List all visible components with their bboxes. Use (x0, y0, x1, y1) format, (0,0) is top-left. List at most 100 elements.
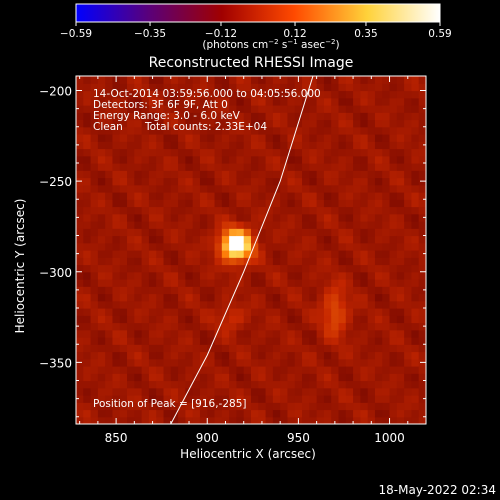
heatmap-pixel (97, 148, 106, 157)
heatmap-pixel (323, 177, 332, 186)
heatmap-pixel (331, 337, 340, 345)
heatmap-pixel (309, 416, 318, 424)
heatmap-pixel (331, 387, 340, 396)
heatmap-pixel (207, 213, 216, 222)
heatmap-pixel (192, 177, 201, 186)
heatmap-pixel (207, 329, 216, 338)
heatmap-pixel (287, 395, 296, 403)
heatmap-pixel (178, 395, 186, 403)
heatmap-pixel (229, 76, 238, 84)
heatmap-pixel (127, 366, 135, 374)
heatmap-pixel (134, 192, 143, 200)
heatmap-pixel (287, 351, 296, 360)
heatmap-pixel (236, 315, 245, 324)
heatmap-pixel (105, 228, 114, 237)
heatmap-pixel (265, 395, 274, 403)
heatmap-pixel (105, 337, 114, 345)
heatmap-pixel (156, 155, 165, 164)
heatmap-pixel (236, 177, 245, 186)
heatmap-pixel (309, 337, 318, 345)
heatmap-pixel (236, 387, 245, 396)
heatmap-pixel (404, 271, 413, 280)
heatmap-pixel (360, 380, 369, 389)
heatmap-pixel (148, 351, 157, 360)
heatmap-pixel (265, 83, 274, 92)
heatmap-pixel (207, 119, 216, 128)
heatmap-pixel (199, 279, 208, 287)
heatmap-pixel (163, 148, 172, 157)
heatmap-pixel (192, 373, 201, 382)
heatmap-pixel (309, 293, 318, 302)
heatmap-pixel (360, 293, 369, 302)
heatmap-pixel (185, 366, 194, 374)
heatmap-pixel (374, 141, 383, 150)
heatmap-pixel (192, 366, 201, 374)
heatmap-pixel (112, 373, 121, 382)
heatmap-pixel (127, 250, 135, 258)
heatmap-pixel (148, 366, 157, 374)
heatmap-pixel (221, 416, 230, 424)
heatmap-pixel (192, 76, 201, 84)
heatmap-pixel (221, 184, 230, 193)
heatmap-pixel (127, 315, 135, 324)
heatmap-pixel (112, 308, 121, 316)
heatmap-pixel (127, 192, 135, 200)
heatmap-pixel (272, 387, 281, 396)
heatmap-pixel (294, 221, 303, 229)
heatmap-pixel (229, 83, 238, 92)
heatmap-pixel (83, 366, 92, 374)
heatmap-pixel (127, 351, 135, 360)
heatmap-pixel (258, 213, 267, 222)
heatmap-pixel (396, 329, 405, 338)
heatmap-pixel (331, 97, 340, 106)
heatmap-pixel (112, 126, 121, 135)
heatmap-pixel (294, 235, 303, 244)
heatmap-pixel (207, 308, 216, 316)
heatmap-pixel (156, 366, 165, 374)
heatmap-pixel (178, 119, 186, 128)
heatmap-pixel (170, 271, 179, 280)
heatmap-pixel (236, 228, 245, 237)
heatmap-pixel (411, 380, 420, 389)
heatmap-pixel (192, 83, 201, 92)
heatmap-pixel (178, 170, 186, 179)
heatmap-pixel (90, 373, 99, 382)
heatmap-pixel (134, 279, 143, 287)
heatmap-pixel (236, 83, 245, 92)
heatmap-pixel (97, 293, 106, 302)
heatmap-pixel (345, 271, 354, 280)
heatmap-pixel (178, 213, 186, 222)
heatmap-pixel (411, 279, 420, 287)
heatmap-pixel (97, 250, 106, 258)
heatmap-pixel (345, 373, 354, 382)
annotation-detectors: Detectors: 3F 6F 9F, Att 0 (93, 99, 228, 111)
heatmap-pixel (105, 308, 114, 316)
heatmap-pixel (134, 264, 143, 273)
heatmap-pixel (236, 337, 245, 345)
heatmap-pixel (294, 90, 303, 99)
heatmap-pixel (207, 402, 216, 411)
heatmap-pixel (163, 83, 172, 92)
colorbar-tick-label: 0.35 (354, 28, 377, 40)
heatmap-pixel (141, 409, 150, 418)
heatmap-pixel (112, 380, 121, 389)
heatmap-pixel (192, 358, 201, 367)
heatmap-pixel (83, 416, 92, 424)
heatmap-pixel (214, 416, 223, 424)
heatmap-pixel (163, 337, 172, 345)
heatmap-pixel (316, 90, 325, 99)
heatmap-pixel (112, 206, 121, 215)
heatmap-pixel (214, 373, 223, 382)
heatmap-pixel (404, 199, 413, 208)
heatmap-pixel (294, 395, 303, 403)
heatmap-pixel (309, 322, 318, 331)
heatmap-pixel (90, 206, 99, 215)
heatmap-pixel (141, 184, 150, 193)
heatmap-pixel (83, 351, 92, 360)
heatmap-pixel (367, 126, 376, 135)
heatmap-pixel (389, 257, 398, 266)
heatmap-pixel (382, 170, 391, 179)
x-tick-label: 1000 (374, 431, 405, 445)
heatmap-pixel (76, 97, 84, 106)
heatmap-pixel (265, 366, 274, 374)
